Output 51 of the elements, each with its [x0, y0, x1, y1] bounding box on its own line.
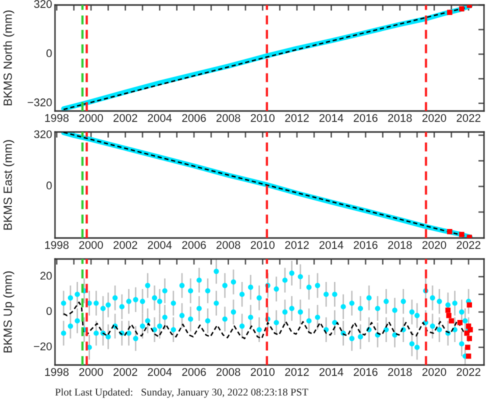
- x-tick-label: 2006: [182, 114, 206, 122]
- y-tick-label: 0: [46, 49, 52, 58]
- x-tick-label: 2006: [182, 241, 206, 249]
- y-tick-label: 20: [40, 272, 52, 280]
- y-tick-label: 320: [34, 0, 52, 8]
- x-tick-label: 2014: [319, 241, 344, 249]
- x-tick-label: 2008: [216, 368, 240, 376]
- x-tick-label: 2020: [422, 114, 446, 122]
- x-tick-label: 2000: [79, 368, 103, 376]
- y-axis-title: BKMS East (mm): [3, 140, 14, 230]
- x-tick-label: 2010: [250, 241, 275, 249]
- text: Plot Last Updated: Sunday, January 30, 2022 08:23:18 PST: [55, 388, 308, 398]
- x-tick-label: 2014: [319, 114, 344, 122]
- x-tick-label: 1998: [45, 368, 69, 376]
- y-tick-label: −20: [34, 342, 52, 350]
- y-axis-title: BKMS North (mm): [3, 10, 14, 106]
- x-tick-label: 2004: [148, 114, 172, 122]
- x-tick-label: 2002: [114, 368, 138, 376]
- y-tick-label: −320: [28, 98, 52, 106]
- x-tick-label: 2004: [148, 368, 172, 376]
- x-tick-label: 2022: [456, 241, 480, 249]
- x-tick-label: 2008: [216, 114, 240, 122]
- x-tick-label: 2006: [182, 368, 206, 376]
- x-tick-label: 2008: [216, 241, 240, 249]
- x-tick-label: 2020: [422, 368, 446, 376]
- y-axis-title: BKMS Up (mm): [3, 271, 14, 352]
- x-tick-label: 2016: [354, 114, 378, 122]
- y-tick-label: 320: [34, 130, 52, 138]
- x-tick-label: 2002: [114, 241, 138, 249]
- x-tick-label: 2020: [422, 241, 446, 249]
- x-tick-label: 2016: [354, 241, 378, 249]
- x-tick-label: 2000: [79, 114, 103, 122]
- y-tick-label: 0: [46, 182, 52, 190]
- x-tick-label: 2004: [148, 241, 172, 249]
- x-tick-label: 2014: [319, 368, 344, 376]
- x-tick-label: 1998: [45, 114, 69, 122]
- x-tick-label: 2010: [250, 368, 275, 376]
- x-tick-label: 2000: [79, 241, 103, 249]
- x-tick-label: 2018: [388, 114, 412, 122]
- x-tick-label: 2022: [456, 368, 480, 376]
- x-tick-label: 2018: [388, 368, 412, 376]
- x-tick-label: 2016: [354, 368, 378, 376]
- x-tick-label: 1998: [45, 241, 69, 249]
- x-tick-label: 2010: [250, 114, 275, 122]
- x-tick-label: 2022: [456, 114, 480, 122]
- x-tick-label: 2012: [285, 114, 309, 122]
- x-tick-label: 2012: [285, 368, 309, 376]
- x-tick-label: 2002: [114, 114, 138, 122]
- x-tick-label: 2012: [285, 241, 309, 249]
- y-tick-label: 0: [46, 307, 52, 315]
- x-tick-label: 2018: [388, 241, 412, 249]
